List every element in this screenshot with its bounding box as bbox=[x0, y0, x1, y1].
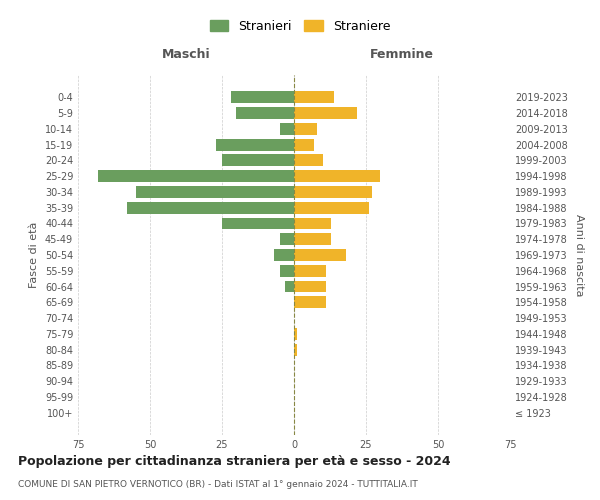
Bar bbox=[294, 328, 297, 340]
Bar bbox=[294, 296, 326, 308]
Bar bbox=[294, 265, 326, 276]
Bar bbox=[294, 280, 326, 292]
Bar bbox=[294, 138, 314, 150]
Bar bbox=[294, 202, 369, 213]
Bar bbox=[127, 202, 294, 213]
Text: Popolazione per cittadinanza straniera per età e sesso - 2024: Popolazione per cittadinanza straniera p… bbox=[18, 455, 451, 468]
Bar bbox=[236, 107, 294, 119]
Bar bbox=[286, 280, 294, 292]
Bar bbox=[294, 234, 331, 245]
Bar bbox=[294, 170, 380, 182]
Bar bbox=[222, 154, 294, 166]
Bar bbox=[216, 138, 294, 150]
Bar bbox=[294, 123, 317, 134]
Text: Femmine: Femmine bbox=[370, 48, 434, 60]
Text: COMUNE DI SAN PIETRO VERNOTICO (BR) - Dati ISTAT al 1° gennaio 2024 - TUTTITALIA: COMUNE DI SAN PIETRO VERNOTICO (BR) - Da… bbox=[18, 480, 418, 489]
Bar bbox=[280, 265, 294, 276]
Bar bbox=[222, 218, 294, 230]
Bar bbox=[294, 186, 372, 198]
Bar bbox=[280, 234, 294, 245]
Bar bbox=[280, 123, 294, 134]
Text: Maschi: Maschi bbox=[161, 48, 211, 60]
Legend: Stranieri, Straniere: Stranieri, Straniere bbox=[206, 16, 394, 37]
Y-axis label: Anni di nascita: Anni di nascita bbox=[574, 214, 584, 296]
Bar bbox=[294, 218, 331, 230]
Bar bbox=[294, 154, 323, 166]
Bar bbox=[294, 344, 297, 355]
Bar bbox=[98, 170, 294, 182]
Bar bbox=[136, 186, 294, 198]
Bar bbox=[294, 249, 346, 261]
Bar bbox=[274, 249, 294, 261]
Bar bbox=[230, 92, 294, 103]
Bar bbox=[294, 107, 358, 119]
Y-axis label: Fasce di età: Fasce di età bbox=[29, 222, 39, 288]
Bar bbox=[294, 92, 334, 103]
